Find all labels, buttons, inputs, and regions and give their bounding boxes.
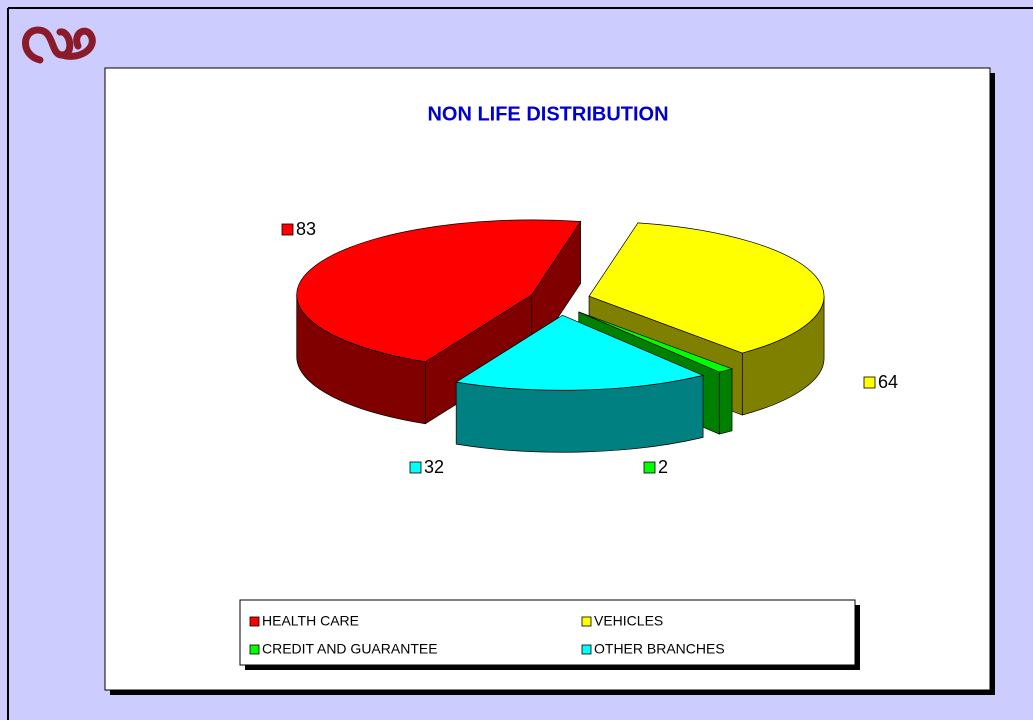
data-label: 83 xyxy=(296,219,316,239)
data-label-key xyxy=(281,223,294,236)
chart-title: NON LIFE DISTRIBUTION xyxy=(427,103,668,125)
data-label-key xyxy=(643,461,656,474)
slice xyxy=(296,219,582,363)
legend-key xyxy=(581,616,592,627)
pie xyxy=(296,219,825,453)
data-label-key xyxy=(409,461,422,474)
slice xyxy=(578,311,734,373)
slice xyxy=(455,314,705,391)
legend-key xyxy=(249,644,260,655)
legend-label: VEHICLES xyxy=(594,613,663,629)
logo xyxy=(22,26,96,64)
data-label: 64 xyxy=(878,372,898,392)
data-label-key xyxy=(863,376,876,389)
slice xyxy=(588,222,825,354)
legend-label: CREDIT AND GUARANTEE xyxy=(262,641,438,657)
legend-label: OTHER BRANCHES xyxy=(594,641,725,657)
data-label: 2 xyxy=(658,457,668,477)
legend-label: HEALTH CARE xyxy=(262,613,359,629)
legend xyxy=(239,599,856,666)
slice-side xyxy=(718,368,733,435)
legend-key xyxy=(581,644,592,655)
legend-key xyxy=(249,616,260,627)
data-label: 32 xyxy=(424,457,444,477)
